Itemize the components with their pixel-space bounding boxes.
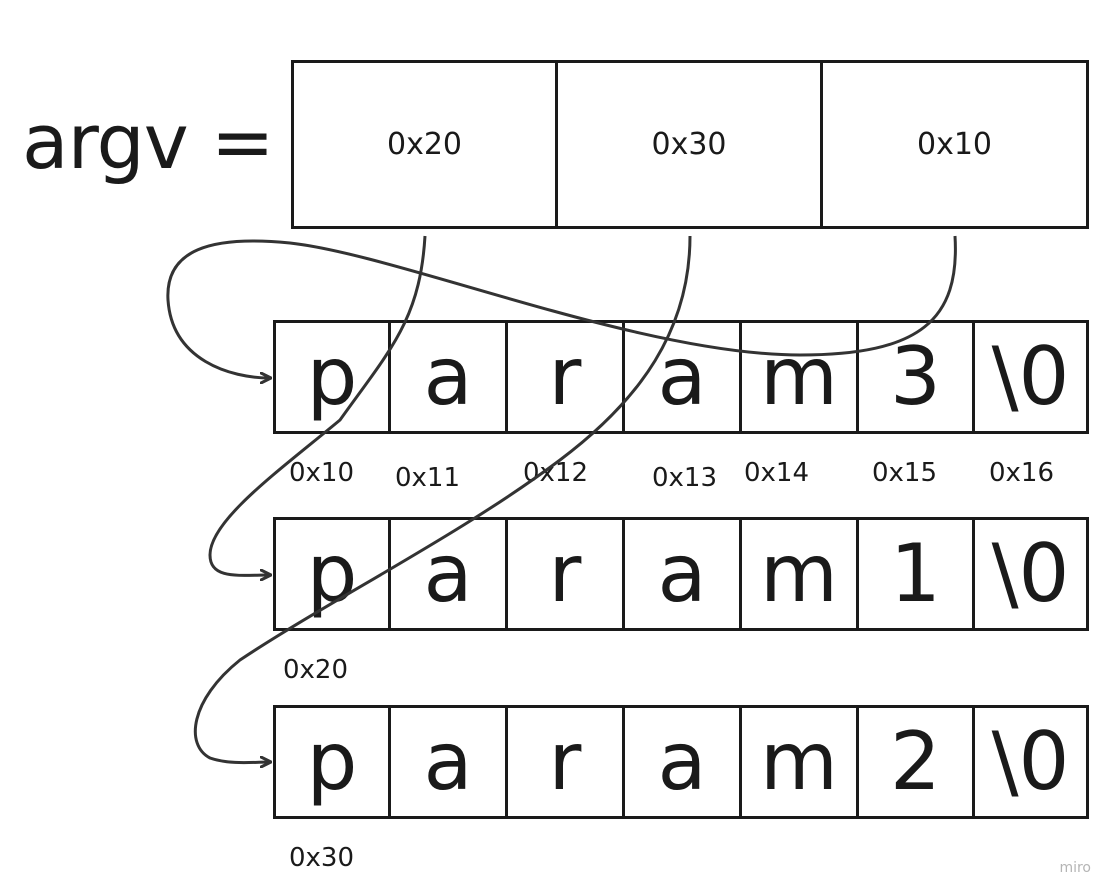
argv-pointer-0: 0x20 — [291, 60, 558, 229]
address-label: 0x10 — [289, 458, 355, 488]
address-label: 0x16 — [989, 458, 1055, 488]
miro-watermark: miro — [1059, 860, 1091, 876]
address-label: 0x20 — [283, 655, 349, 685]
string-2-char-1: a — [388, 705, 508, 819]
string-0-char-1: a — [388, 320, 508, 434]
arrow-argv1-to-param2 — [193, 235, 692, 763]
string-2-char-4: m — [739, 705, 859, 819]
string-0-char-6: \0 — [972, 320, 1089, 434]
string-0-char-2: r — [505, 320, 625, 434]
address-label: 0x30 — [289, 843, 355, 873]
string-1-char-2: r — [505, 517, 625, 631]
string-0-char-4: m — [739, 320, 859, 434]
string-0-char-5: 3 — [856, 320, 975, 434]
string-1-char-4: m — [739, 517, 859, 631]
string-1-char-5: 1 — [856, 517, 975, 631]
string-1-char-6: \0 — [972, 517, 1089, 631]
argv-pointer-2: 0x10 — [820, 60, 1089, 229]
string-2-char-6: \0 — [972, 705, 1089, 819]
argv-label: argv = — [22, 97, 275, 186]
address-label: 0x13 — [652, 463, 718, 493]
string-1-char-1: a — [388, 517, 508, 631]
address-label: 0x11 — [395, 463, 461, 493]
string-2-char-5: 2 — [856, 705, 975, 819]
string-2-char-3: a — [622, 705, 742, 819]
string-0-char-3: a — [622, 320, 742, 434]
string-2-char-0: p — [273, 705, 391, 819]
address-label: 0x14 — [744, 458, 810, 488]
string-1-char-3: a — [622, 517, 742, 631]
address-label: 0x12 — [523, 458, 589, 488]
string-0-char-0: p — [273, 320, 391, 434]
address-label: 0x15 — [872, 458, 938, 488]
argv-pointer-1: 0x30 — [555, 60, 823, 229]
string-1-char-0: p — [273, 517, 391, 631]
string-2-char-2: r — [505, 705, 625, 819]
